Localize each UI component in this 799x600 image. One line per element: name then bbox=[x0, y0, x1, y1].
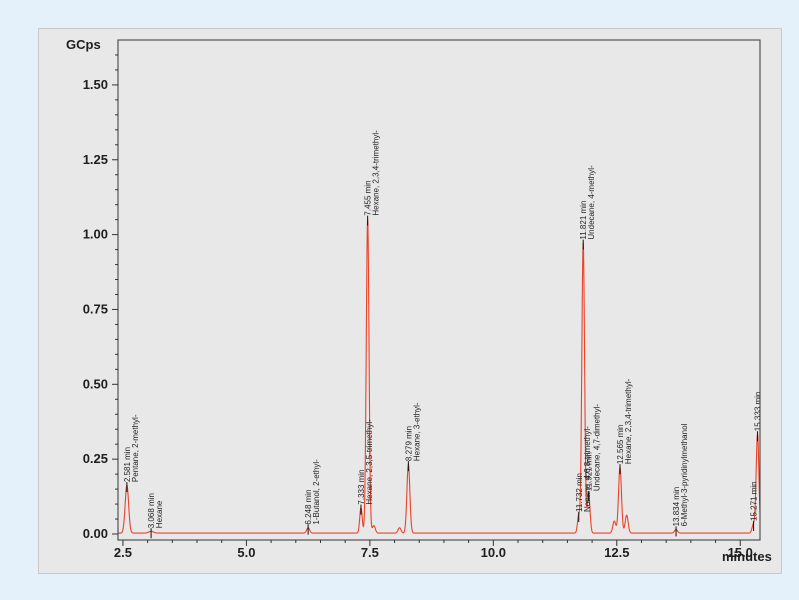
peak-label: 8.279 minHexane, 3-ethyl- bbox=[404, 402, 421, 461]
x-tick-label: 5.0 bbox=[237, 545, 255, 560]
peak-label: 15.271 min bbox=[750, 481, 759, 521]
x-tick-label: 7.5 bbox=[361, 545, 379, 560]
peak-compound: Pentane, 2-methyl- bbox=[131, 414, 140, 482]
chromatogram-trace bbox=[118, 218, 761, 534]
peak-time: 15.333 min bbox=[754, 392, 763, 432]
y-axis-ticks: 0.00 0.25 0.50 0.75 1.00 1.25 1.50 bbox=[83, 54, 118, 541]
peak-time: 3.068 min bbox=[147, 493, 156, 528]
peak-label: 12.565 minHexane, 2,3,4-trimethyl- bbox=[616, 378, 633, 464]
x-axis-ticks: 2.5 5.0 7.5 10.0 12.5 15.0 bbox=[114, 540, 753, 560]
peak-time: 11.921 min bbox=[585, 452, 594, 491]
y-tick-label: 1.50 bbox=[83, 77, 108, 92]
peak-time: 2.581 min bbox=[123, 447, 132, 482]
peak-time: 8.279 min bbox=[404, 426, 413, 461]
peak-compound: Hexane, 2,3,5-trimethyl- bbox=[365, 419, 374, 505]
peak-compound: Hexane, 2,3,4-trimethyl- bbox=[372, 130, 381, 216]
peak-time: 7.333 min bbox=[357, 469, 366, 504]
peak-annotations: 2.581 minPentane, 2-methyl-3.068 minHexa… bbox=[123, 130, 763, 539]
peak-time: 12.565 min bbox=[616, 425, 625, 465]
peak-compound: 1-Butanol, 2-ethyl- bbox=[312, 459, 321, 525]
peak-label: 7.455 minHexane, 2,3,4-trimethyl- bbox=[364, 130, 381, 216]
peak-label: 11.732 minNonane, 4,6,8-trimethyl- bbox=[575, 426, 592, 512]
peak-label: 6.248 min1-Butanol, 2-ethyl- bbox=[304, 459, 321, 525]
y-tick-label: 1.25 bbox=[83, 152, 108, 167]
peak-time: 11.732 min bbox=[575, 473, 584, 512]
peak-compound: Nonane, 4,6,8-trimethyl- bbox=[583, 426, 592, 512]
peak-time: 7.455 min bbox=[364, 180, 373, 215]
y-tick-label: 0.25 bbox=[83, 451, 108, 466]
peak-label: 11.821 minUndecane, 4-methyl- bbox=[579, 165, 596, 240]
plot-area bbox=[117, 39, 761, 541]
x-tick-label: 15.0 bbox=[728, 545, 753, 560]
peak-label: 15.333 min bbox=[754, 392, 763, 432]
peak-label: 3.068 minHexane bbox=[147, 493, 164, 528]
x-axis-title: minutes bbox=[722, 549, 772, 564]
peak-label: 11.921 minUndecane, 4,7-dimethyl- bbox=[585, 404, 602, 491]
y-tick-label: 0.75 bbox=[83, 301, 108, 316]
peak-compound: Hexane, 2,3,4-trimethyl- bbox=[624, 378, 633, 464]
y-tick-label: 0.00 bbox=[83, 526, 108, 541]
peak-label: 13.834 min6-Methyl-3-pyridinylmethanol bbox=[672, 423, 689, 526]
peak-compound: Undecane, 4,7-dimethyl- bbox=[593, 404, 602, 491]
peak-time: 11.821 min bbox=[579, 201, 588, 240]
peak-compound: Undecane, 4-methyl- bbox=[587, 165, 596, 240]
y-axis-title: GCps bbox=[66, 37, 101, 52]
peak-time: 15.271 min bbox=[750, 481, 759, 521]
peak-label: 2.581 minPentane, 2-methyl- bbox=[123, 414, 140, 482]
x-tick-label: 10.0 bbox=[481, 545, 506, 560]
peak-compound: Hexane, 3-ethyl- bbox=[412, 402, 421, 461]
x-tick-label: 12.5 bbox=[604, 545, 629, 560]
peak-time: 6.248 min bbox=[304, 489, 313, 524]
peak-time: 13.834 min bbox=[672, 487, 681, 527]
peak-compound: Hexane bbox=[155, 500, 164, 528]
peak-compound: 6-Methyl-3-pyridinylmethanol bbox=[680, 423, 689, 526]
x-tick-label: 2.5 bbox=[114, 545, 132, 560]
y-tick-label: 1.00 bbox=[83, 227, 108, 242]
peak-label: 7.333 minHexane, 2,3,5-trimethyl- bbox=[357, 419, 374, 505]
y-tick-label: 0.50 bbox=[83, 376, 108, 391]
